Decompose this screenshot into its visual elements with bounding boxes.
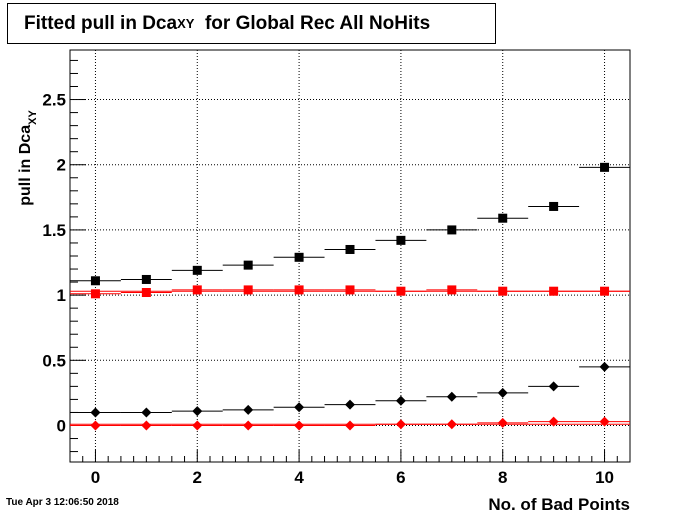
data-point-square — [396, 286, 406, 296]
data-point-square — [243, 285, 253, 295]
data-point-diamond — [395, 419, 406, 430]
y-axis-label-main: pull in Dca — [17, 125, 34, 206]
title-subscript: XY — [177, 16, 195, 31]
data-point-diamond — [243, 404, 254, 415]
y-tick-label: 0 — [57, 416, 66, 435]
data-point-diamond — [599, 361, 610, 372]
data-point-square — [498, 213, 508, 223]
data-point-square — [600, 286, 610, 296]
data-point-square — [447, 225, 457, 235]
chart-title: Fitted pull in Dca XY for Global Rec All … — [7, 3, 496, 44]
data-point-square — [498, 286, 508, 296]
data-point-diamond — [192, 420, 203, 431]
y-tick-label: 2.5 — [42, 91, 66, 110]
data-point-square — [192, 285, 202, 295]
data-point-diamond — [90, 420, 101, 431]
data-point-square — [294, 285, 304, 295]
title-suffix: for Global Rec All NoHits — [204, 12, 431, 34]
data-point-square — [141, 274, 151, 284]
data-point-square — [294, 252, 304, 262]
data-point-diamond — [446, 391, 457, 402]
x-tick-label: 2 — [193, 468, 202, 487]
data-point-diamond — [345, 420, 355, 431]
data-point-diamond — [548, 416, 559, 427]
data-point-square — [90, 289, 100, 299]
data-point-diamond — [548, 381, 559, 392]
data-point-diamond — [395, 395, 406, 406]
data-point-square — [141, 288, 151, 298]
data-point-diamond — [497, 387, 508, 398]
data-point-square — [192, 265, 202, 275]
data-point-square — [600, 162, 610, 172]
data-point-square — [396, 235, 406, 245]
data-point-square — [345, 285, 355, 295]
y-tick-label: 0.5 — [42, 351, 66, 370]
title-main: Fitted pull in Dca — [24, 12, 178, 34]
data-point-square — [345, 244, 355, 254]
y-tick-label: 1.5 — [42, 221, 66, 240]
data-point-diamond — [141, 407, 152, 418]
data-marks — [70, 162, 630, 431]
data-point-diamond — [90, 407, 101, 418]
data-point-square — [549, 286, 559, 296]
axis-ticks: 0 2 4 6 8 10 0 0.5 1 1.5 2 2.5 — [42, 59, 631, 487]
x-tick-label: 6 — [396, 468, 405, 487]
data-point-diamond — [345, 399, 355, 410]
data-point-square — [447, 285, 457, 295]
x-tick-label: 4 — [294, 468, 304, 487]
data-point-diamond — [294, 420, 305, 431]
data-point-diamond — [294, 402, 305, 413]
x-axis-label: No. of Bad Points — [488, 495, 630, 514]
data-point-square — [243, 260, 253, 270]
y-axis-label: pull in DcaXY — [17, 110, 39, 206]
x-tick-label: 8 — [498, 468, 507, 487]
data-point-diamond — [243, 420, 254, 431]
y-tick-label: 2 — [57, 156, 66, 175]
y-axis-label-subscript: XY — [27, 110, 39, 125]
data-point-square — [549, 201, 559, 211]
data-point-square — [90, 276, 100, 286]
x-tick-label: 10 — [595, 468, 614, 487]
data-point-diamond — [192, 406, 203, 417]
timestamp: Tue Apr 3 12:06:50 2018 — [6, 497, 119, 508]
data-point-diamond — [141, 420, 152, 431]
data-point-diamond — [599, 416, 610, 427]
data-point-diamond — [497, 417, 508, 428]
x-tick-label: 0 — [91, 468, 100, 487]
y-tick-label: 1 — [57, 286, 66, 305]
data-point-diamond — [446, 419, 457, 430]
